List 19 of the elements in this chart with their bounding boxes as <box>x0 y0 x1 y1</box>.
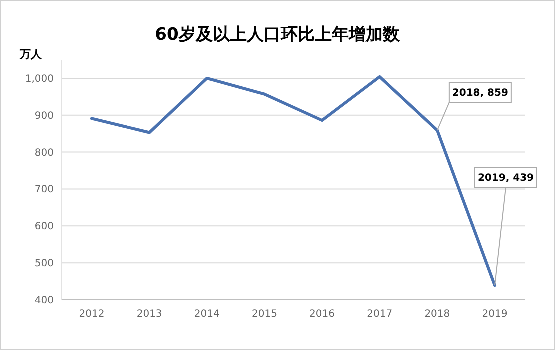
x-tick-label: 2013 <box>136 309 162 320</box>
annotation: 2019, 439 <box>478 173 534 184</box>
chart-title: 60岁及以上人口环比上年增加数 <box>155 25 401 45</box>
y-tick-label: 500 <box>34 258 54 270</box>
y-tick-label: 600 <box>34 222 54 233</box>
y-tick-label: 800 <box>34 148 54 159</box>
x-tick-label: 2016 <box>310 309 336 320</box>
annotation: 2018, 859 <box>452 88 508 100</box>
y-tick-label: 700 <box>34 184 54 196</box>
y-tick-label: 1,000 <box>25 74 54 85</box>
y-tick-label: 400 <box>34 296 54 306</box>
x-tick-label: 2014 <box>194 309 220 320</box>
y-tick-label: 900 <box>34 110 54 122</box>
x-tick-label: 2017 <box>367 309 393 320</box>
x-tick-label: 2019 <box>482 309 508 320</box>
x-tick-label: 2012 <box>79 309 105 320</box>
y-axis-title: 万人 <box>19 48 43 61</box>
x-tick-label: 2015 <box>252 309 278 320</box>
x-tick-label: 2018 <box>424 309 450 320</box>
